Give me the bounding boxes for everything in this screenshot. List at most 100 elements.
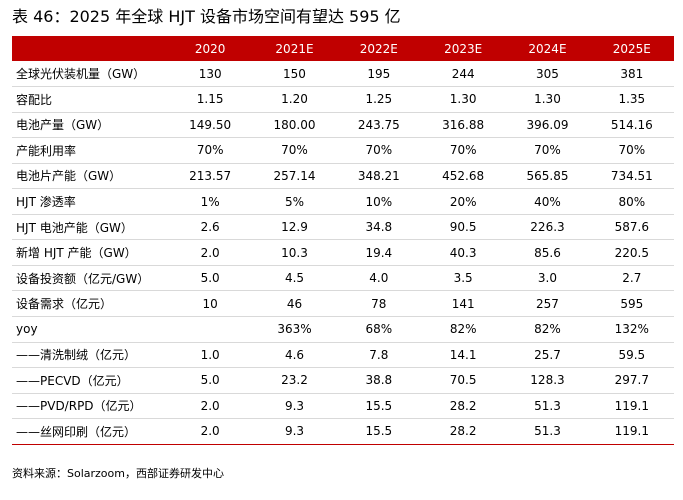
table-cell: 2.6 — [168, 214, 253, 241]
table-cell: 70% — [420, 137, 506, 164]
data-table-container: 2020 2021E 2022E 2023E 2024E 2025E 全球光伏装… — [12, 36, 674, 445]
table-cell: 119.1 — [589, 418, 674, 445]
table-cell: 514.16 — [589, 112, 674, 139]
table-cell: 381 — [589, 61, 674, 88]
row-label: yoy — [12, 316, 168, 343]
table-cell: 1.25 — [336, 86, 421, 113]
header-cell-label — [12, 36, 168, 61]
row-label: 产能利用率 — [12, 137, 168, 164]
table-cell: 7.8 — [336, 342, 421, 369]
row-label: ——PECVD（亿元） — [12, 367, 168, 394]
table-row: HJT 渗透率 1% 5% 10% 20% 40% 80% — [12, 188, 674, 215]
table-cell: 452.68 — [420, 163, 506, 190]
table-cell: 195 — [336, 61, 421, 88]
table-cell: 40% — [505, 188, 590, 215]
header-cell-2020: 2020 — [168, 36, 253, 61]
table-cell: 9.3 — [252, 393, 337, 420]
table-cell: 149.50 — [168, 112, 253, 139]
table-cell: 128.3 — [505, 367, 590, 394]
table-cell: 257.14 — [252, 163, 337, 190]
row-label: ——丝网印刷（亿元） — [12, 418, 168, 445]
table-row: 容配比 1.15 1.20 1.25 1.30 1.30 1.35 — [12, 86, 674, 113]
row-label: 电池产量（GW） — [12, 112, 168, 139]
row-label: 设备投资额（亿元/GW） — [12, 265, 168, 292]
table-cell: 213.57 — [168, 163, 253, 190]
header-cell-2021e: 2021E — [252, 36, 337, 61]
table-cell: 226.3 — [505, 214, 590, 241]
table-row: 产能利用率 70% 70% 70% 70% 70% 70% — [12, 137, 674, 164]
table-cell: 257 — [505, 290, 590, 317]
table-cell: 23.2 — [252, 367, 337, 394]
table-cell: 82% — [505, 316, 590, 343]
table-cell: 28.2 — [420, 418, 506, 445]
row-label: ——PVD/RPD（亿元） — [12, 393, 168, 420]
table-cell: 1.20 — [252, 86, 337, 113]
table-cell: 396.09 — [505, 112, 590, 139]
table-cell: 10% — [336, 188, 421, 215]
table-cell: 9.3 — [252, 418, 337, 445]
table-cell: 130 — [168, 61, 253, 88]
row-label: 新增 HJT 产能（GW） — [12, 239, 168, 266]
table-cell: 14.1 — [420, 342, 506, 369]
table-cell: 10.3 — [252, 239, 337, 266]
row-label: HJT 渗透率 — [12, 188, 168, 215]
row-label: 全球光伏装机量（GW） — [12, 61, 168, 88]
table-cell: 19.4 — [336, 239, 421, 266]
table-cell: 587.6 — [589, 214, 674, 241]
table-cell: 70.5 — [420, 367, 506, 394]
table-row: 设备需求（亿元） 10 46 78 141 257 595 — [12, 290, 674, 317]
table-cell: 85.6 — [505, 239, 590, 266]
table-cell: 305 — [505, 61, 590, 88]
table-cell: 40.3 — [420, 239, 506, 266]
table-cell: 1% — [168, 188, 253, 215]
table-cell: 38.8 — [336, 367, 421, 394]
table-cell: 51.3 — [505, 418, 590, 445]
table-cell: 2.0 — [168, 239, 253, 266]
row-label: HJT 电池产能（GW） — [12, 214, 168, 241]
table-cell: 4.5 — [252, 265, 337, 292]
table-row: 电池产量（GW） 149.50 180.00 243.75 316.88 396.09 51… — [12, 112, 674, 139]
table-cell: 68% — [336, 316, 421, 343]
table-cell: 90.5 — [420, 214, 506, 241]
row-label: ——清洗制绒（亿元） — [12, 342, 168, 369]
table-cell: 1.30 — [505, 86, 590, 113]
table-row: ——PECVD（亿元） 5.0 23.2 38.8 70.5 128.3 297.7 — [12, 367, 674, 394]
table-cell: 2.7 — [589, 265, 674, 292]
table-cell: 70% — [336, 137, 421, 164]
table-cell: 20% — [420, 188, 506, 215]
table-cell: 15.5 — [336, 418, 421, 445]
table-row: 设备投资额（亿元/GW） 5.0 4.5 4.0 3.5 3.0 2.7 — [12, 265, 674, 292]
table-cell: 34.8 — [336, 214, 421, 241]
table-cell: 141 — [420, 290, 506, 317]
table-cell: 82% — [420, 316, 506, 343]
table-row: 全球光伏装机量（GW） 130 150 195 244 305 381 — [12, 61, 674, 88]
table-row: ——清洗制绒（亿元） 1.0 4.6 7.8 14.1 25.7 59.5 — [12, 342, 674, 369]
table-cell: 565.85 — [505, 163, 590, 190]
table-cell: 3.0 — [505, 265, 590, 292]
table-row: 新增 HJT 产能（GW） 2.0 10.3 19.4 40.3 85.6 220.5 — [12, 239, 674, 266]
table-cell: 5% — [252, 188, 337, 215]
table-cell: 1.0 — [168, 342, 253, 369]
table-cell: 2.0 — [168, 418, 253, 445]
table-row: ——PVD/RPD（亿元） 2.0 9.3 15.5 28.2 51.3 119.1 — [12, 393, 674, 420]
table-cell: 1.35 — [589, 86, 674, 113]
table-cell: 244 — [420, 61, 506, 88]
table-cell: 1.30 — [420, 86, 506, 113]
table-cell: 180.00 — [252, 112, 337, 139]
source-note: 资料来源：Solarzoom，西部证券研发中心 — [12, 467, 224, 480]
table-cell: 2.0 — [168, 393, 253, 420]
table-cell: 70% — [589, 137, 674, 164]
table-cell: 15.5 — [336, 393, 421, 420]
table-title: 表 46：2025 年全球 HJT 设备市场空间有望达 595 亿 — [12, 7, 401, 26]
table-cell: 51.3 — [505, 393, 590, 420]
table-cell: 1.15 — [168, 86, 253, 113]
row-label: 设备需求（亿元） — [12, 290, 168, 317]
table-cell: 70% — [168, 137, 253, 164]
row-label: 电池片产能（GW） — [12, 163, 168, 190]
table-cell: 4.6 — [252, 342, 337, 369]
table-cell: 595 — [589, 290, 674, 317]
table-cell: 59.5 — [589, 342, 674, 369]
table-cell: 363% — [252, 316, 337, 343]
table-cell: 25.7 — [505, 342, 590, 369]
table-cell: 150 — [252, 61, 337, 88]
